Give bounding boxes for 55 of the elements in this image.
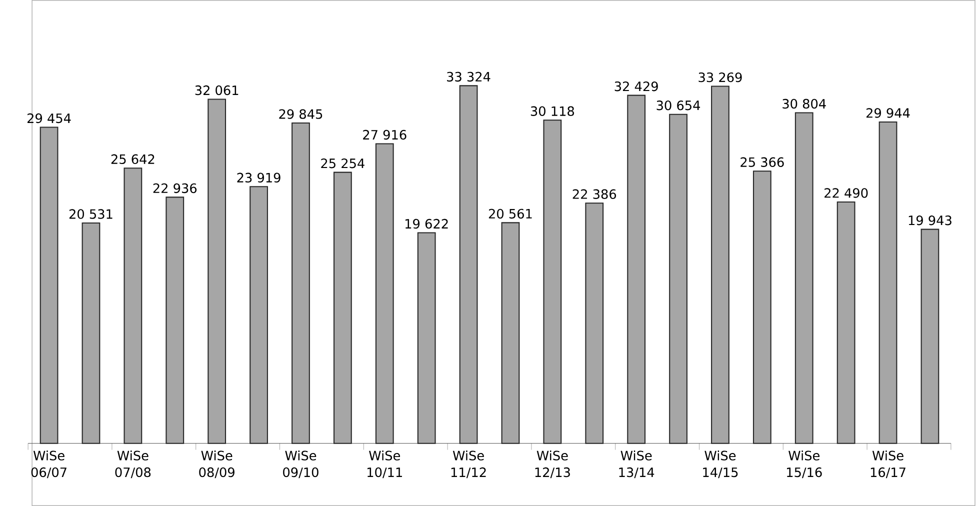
bar xyxy=(836,201,856,444)
bar xyxy=(920,228,940,444)
x-tick-label: WiSe 07/08 xyxy=(115,450,151,478)
data-label: 33 324 xyxy=(447,72,490,82)
x-tick-label: WiSe 10/11 xyxy=(368,450,402,478)
data-label: 29 944 xyxy=(866,108,910,118)
bar xyxy=(208,98,226,444)
bar xyxy=(501,222,520,444)
bar xyxy=(82,222,100,444)
data-label: 19 622 xyxy=(406,218,448,229)
data-label: 29 454 xyxy=(28,113,71,124)
bar xyxy=(543,120,562,444)
x-tick-label: WiSe 11/12 xyxy=(451,450,486,478)
data-label: 25 254 xyxy=(321,158,364,168)
data-label: 22 936 xyxy=(153,183,197,194)
bar xyxy=(166,196,184,444)
bar xyxy=(250,186,268,444)
bar xyxy=(585,202,604,444)
bar xyxy=(794,112,814,444)
data-label: 22 386 xyxy=(572,189,616,199)
bar xyxy=(878,121,898,444)
data-label: 25 366 xyxy=(740,157,784,167)
bar xyxy=(669,114,688,444)
bar xyxy=(417,232,436,444)
data-label: 32 429 xyxy=(614,81,658,92)
bar xyxy=(375,143,394,444)
x-tick-label: WiSe 06/07 xyxy=(31,450,66,478)
x-tick-label: WiSe 16/17 xyxy=(870,450,906,478)
bar xyxy=(124,168,142,444)
data-label: 23 919 xyxy=(237,172,280,183)
bar xyxy=(752,170,772,444)
x-tick-label: WiSe 09/10 xyxy=(283,450,318,478)
bar xyxy=(292,122,310,444)
x-tick-label: WiSe 15/16 xyxy=(787,450,822,478)
data-label: 27 916 xyxy=(363,130,406,140)
data-label: 20 531 xyxy=(69,209,112,219)
data-label: 29 845 xyxy=(279,109,322,119)
bar xyxy=(711,86,730,444)
data-label: 20 561 xyxy=(488,208,532,219)
x-tick-label: WiSe 12/13 xyxy=(535,450,570,478)
x-tick-label: WiSe 13/14 xyxy=(619,450,654,478)
data-label: 30 804 xyxy=(782,98,826,109)
data-label: 25 642 xyxy=(111,154,154,164)
bar xyxy=(40,126,58,444)
bar xyxy=(459,85,478,444)
data-label: 30 118 xyxy=(530,106,574,116)
x-tick-label: WiSe 08/09 xyxy=(199,450,234,478)
data-label: 30 654 xyxy=(656,100,700,110)
bar xyxy=(627,94,646,444)
data-label: 22 490 xyxy=(824,188,868,198)
bar xyxy=(333,172,352,444)
data-label: 33 269 xyxy=(698,72,742,82)
data-label: 19 943 xyxy=(908,215,952,226)
data-label: 32 061 xyxy=(195,85,238,96)
x-tick-label: WiSe 14/15 xyxy=(703,450,738,478)
